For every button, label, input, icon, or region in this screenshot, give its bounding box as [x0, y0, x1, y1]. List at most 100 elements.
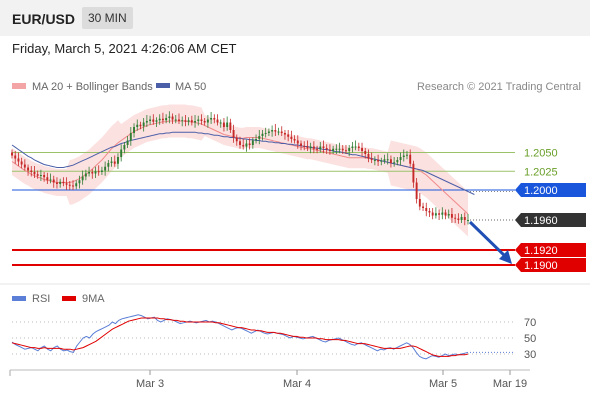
pivot-label: 1.2000	[524, 185, 558, 197]
candle-body	[287, 134, 290, 137]
rsi-ma-legend-label: 9MA	[82, 293, 105, 305]
candle-body	[178, 119, 180, 121]
candle-body	[319, 146, 322, 150]
x-tick-label: Mar 19	[493, 378, 527, 390]
candle-body	[335, 148, 338, 150]
candle-body	[364, 151, 367, 154]
candle-body	[386, 159, 389, 161]
candle-body	[370, 158, 373, 160]
candle-body	[59, 181, 62, 184]
support-label: 1.1900	[524, 260, 558, 272]
candle-body	[283, 133, 286, 135]
rsi-tick-label: 70	[524, 317, 536, 329]
candle-body	[68, 184, 71, 186]
candle-body	[100, 170, 103, 172]
candle-body	[377, 160, 380, 162]
candle-body	[309, 146, 312, 148]
candle-body	[409, 154, 412, 164]
candle-body	[396, 160, 399, 163]
price-levels	[12, 152, 515, 266]
candle-body	[367, 154, 370, 159]
candle-body	[457, 218, 460, 220]
candle-body	[258, 136, 261, 139]
candle-body	[239, 141, 241, 145]
candle-body	[463, 217, 466, 220]
candle-body	[203, 121, 206, 123]
candle-body	[271, 130, 274, 132]
candle-body	[255, 139, 258, 141]
x-tick-label: Mar 4	[283, 378, 311, 390]
candle-body	[373, 160, 376, 161]
candle-body	[181, 120, 184, 122]
current-price-label: 1.1960	[524, 215, 558, 227]
candle-body	[351, 146, 354, 148]
candle-body	[206, 119, 209, 123]
candle-body	[120, 149, 123, 157]
candle-body	[117, 157, 119, 164]
candle-body	[248, 143, 251, 145]
candle-body	[46, 177, 49, 181]
x-tick-label: Mar 3	[136, 378, 164, 390]
candle-body	[152, 119, 155, 122]
candle-body	[332, 148, 335, 151]
candle-body	[341, 148, 344, 151]
candle-body	[277, 131, 280, 133]
candle-body	[155, 120, 158, 122]
candle-body	[261, 133, 264, 136]
candle-body	[33, 172, 36, 175]
candle-body	[197, 119, 200, 121]
rsi-tick-label: 50	[524, 333, 536, 345]
timestamp: Friday, March 5, 2021 4:26:06 AM CET	[12, 41, 237, 56]
candles	[11, 111, 469, 226]
candle-body	[136, 124, 139, 127]
candle-body	[94, 171, 97, 174]
candle-body	[354, 146, 357, 148]
candle-body	[425, 208, 428, 211]
candle-body	[242, 145, 245, 147]
rsi-tick-label: 30	[524, 349, 536, 361]
ma20-legend-swatch	[12, 83, 26, 89]
candle-body	[345, 150, 347, 152]
candle-body	[30, 170, 33, 172]
candle-body	[383, 159, 386, 161]
candle-body	[107, 163, 110, 167]
candle-body	[293, 139, 296, 141]
candle-body	[49, 179, 52, 181]
candle-body	[168, 116, 171, 118]
candle-body	[328, 149, 331, 151]
candle-body	[129, 133, 132, 141]
support-tag	[515, 258, 586, 272]
candle-body	[200, 119, 203, 121]
rsi-legend-label: RSI	[32, 293, 50, 305]
candle-body	[454, 217, 457, 219]
candle-body	[20, 161, 23, 165]
candle-body	[133, 127, 135, 133]
candle-body	[418, 199, 421, 207]
candle-body	[450, 214, 453, 218]
candle-body	[264, 133, 267, 134]
rsi-line	[11, 314, 469, 360]
candle-body	[88, 172, 91, 174]
candle-body	[226, 122, 229, 127]
candle-body	[428, 211, 431, 213]
candle-body	[75, 183, 78, 187]
candle-body	[444, 212, 447, 216]
candle-body	[43, 175, 46, 178]
candle-body	[72, 185, 74, 187]
candle-body	[325, 148, 328, 150]
candle-body	[110, 161, 113, 163]
candle-body	[357, 146, 360, 148]
interval-button[interactable]: 30 MIN	[82, 7, 133, 29]
candle-body	[126, 140, 129, 145]
candle-body	[174, 119, 177, 121]
candle-body	[184, 120, 187, 122]
forecast-arrow-head	[499, 250, 512, 264]
candle-body	[338, 148, 341, 150]
candle-body	[422, 206, 425, 208]
candle-body	[81, 176, 84, 181]
candle-body	[52, 179, 55, 183]
candle-body	[91, 172, 94, 174]
candle-body	[23, 164, 26, 168]
candle-body	[219, 122, 222, 124]
